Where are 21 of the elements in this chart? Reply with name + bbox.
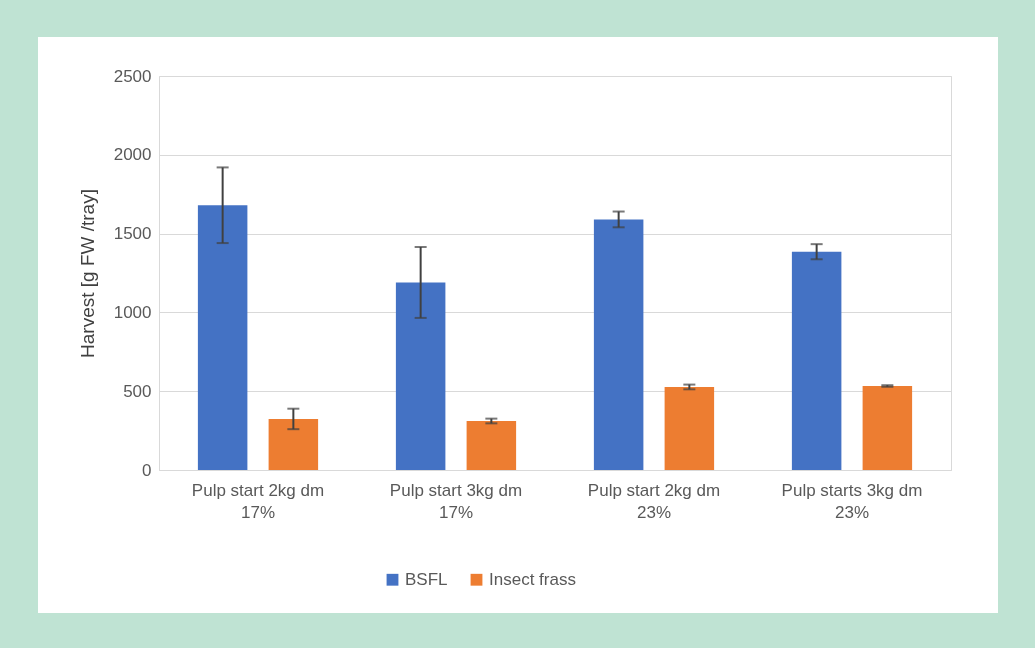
- y-tick-label: 2000: [113, 145, 152, 165]
- bar: [862, 386, 913, 470]
- x-tick-label: Pulp start 2kg dm 17%: [191, 480, 325, 522]
- bar: [268, 418, 319, 470]
- bar: [466, 420, 517, 470]
- bar: [593, 219, 644, 470]
- x-tick-label: Pulp starts 3kg dm 23%: [781, 480, 923, 522]
- y-tick-label: 1000: [113, 302, 152, 322]
- y-axis-title: Harvest [g FW /tray]: [76, 189, 98, 358]
- bar: [664, 386, 715, 470]
- legend-label: Insect frass: [489, 569, 576, 589]
- y-tick-label: 500: [123, 381, 152, 401]
- y-tick-label: 1500: [113, 224, 152, 244]
- y-tick-label: 2500: [113, 66, 152, 86]
- legend-label: BSFL: [405, 569, 448, 589]
- y-tick-label: 0: [142, 460, 152, 480]
- bar: [791, 251, 842, 470]
- x-tick-label: Pulp start 3kg dm 17%: [389, 480, 523, 522]
- bar: [395, 282, 446, 470]
- x-tick-label: Pulp start 2kg dm 23%: [587, 480, 721, 522]
- bar: [197, 205, 248, 470]
